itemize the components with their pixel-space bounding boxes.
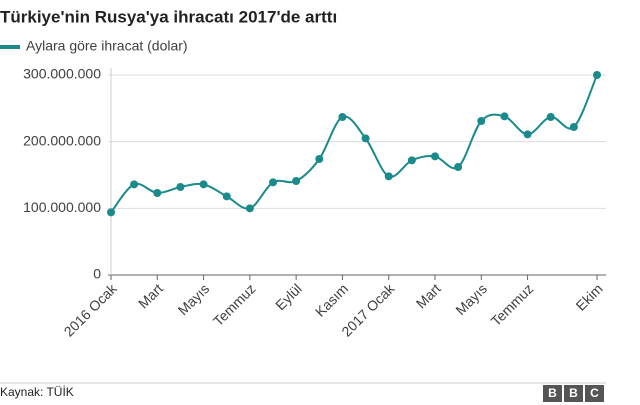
data-point <box>431 152 439 161</box>
y-tick-label: 0 <box>93 266 101 282</box>
x-tick-label: Eylül <box>272 280 305 313</box>
data-point <box>407 156 416 165</box>
legend-label: Aylara göre ihracat (dolar) <box>26 38 188 54</box>
data-point <box>361 134 370 143</box>
data-point <box>500 112 509 121</box>
data-point <box>292 177 301 185</box>
x-tick-label: Ekim <box>572 280 605 313</box>
logo-letter: B <box>569 386 578 400</box>
x-tick-label: Mart <box>135 280 166 311</box>
logo-letter: C <box>590 386 599 400</box>
legend-swatch <box>0 45 20 49</box>
y-tick-label: 300.000.000 <box>23 66 101 82</box>
data-point <box>593 71 601 79</box>
data-point <box>569 123 578 131</box>
data-point <box>523 130 532 139</box>
data-point <box>245 204 254 213</box>
x-tick-label: Temmuz <box>488 280 537 329</box>
data-point <box>477 117 486 125</box>
data-point <box>269 178 277 187</box>
series-line <box>110 74 598 213</box>
y-tick-label: 100.000.000 <box>23 199 101 215</box>
logo-box <box>585 385 604 402</box>
logo-letter: B <box>548 386 557 400</box>
data-point <box>338 113 347 121</box>
data-point <box>454 163 463 171</box>
data-point <box>315 155 324 163</box>
data-point <box>130 180 139 189</box>
data-point <box>546 113 555 121</box>
source: Kaynak: TÜİK <box>0 385 74 399</box>
x-tick-label: Temmuz <box>210 280 259 329</box>
y-tick-label: 200.000.000 <box>23 132 101 148</box>
data-point <box>222 192 231 201</box>
data-point <box>384 172 393 181</box>
logo-box <box>543 385 562 402</box>
data-point <box>199 180 208 189</box>
x-tick-label: Mayıs <box>175 280 213 318</box>
x-tick-label: Mayıs <box>452 280 490 318</box>
x-tick-label: Mart <box>413 280 444 311</box>
x-tick-label: 2016 Ocak <box>61 280 121 340</box>
data-point <box>107 208 115 217</box>
logo-box <box>564 385 583 402</box>
chart-title: Türkiye'nin Rusya'ya ihracatı 2017'de ar… <box>0 7 337 26</box>
data-point <box>153 189 162 197</box>
data-point <box>176 183 185 191</box>
x-tick-label: Kasım <box>312 280 351 319</box>
